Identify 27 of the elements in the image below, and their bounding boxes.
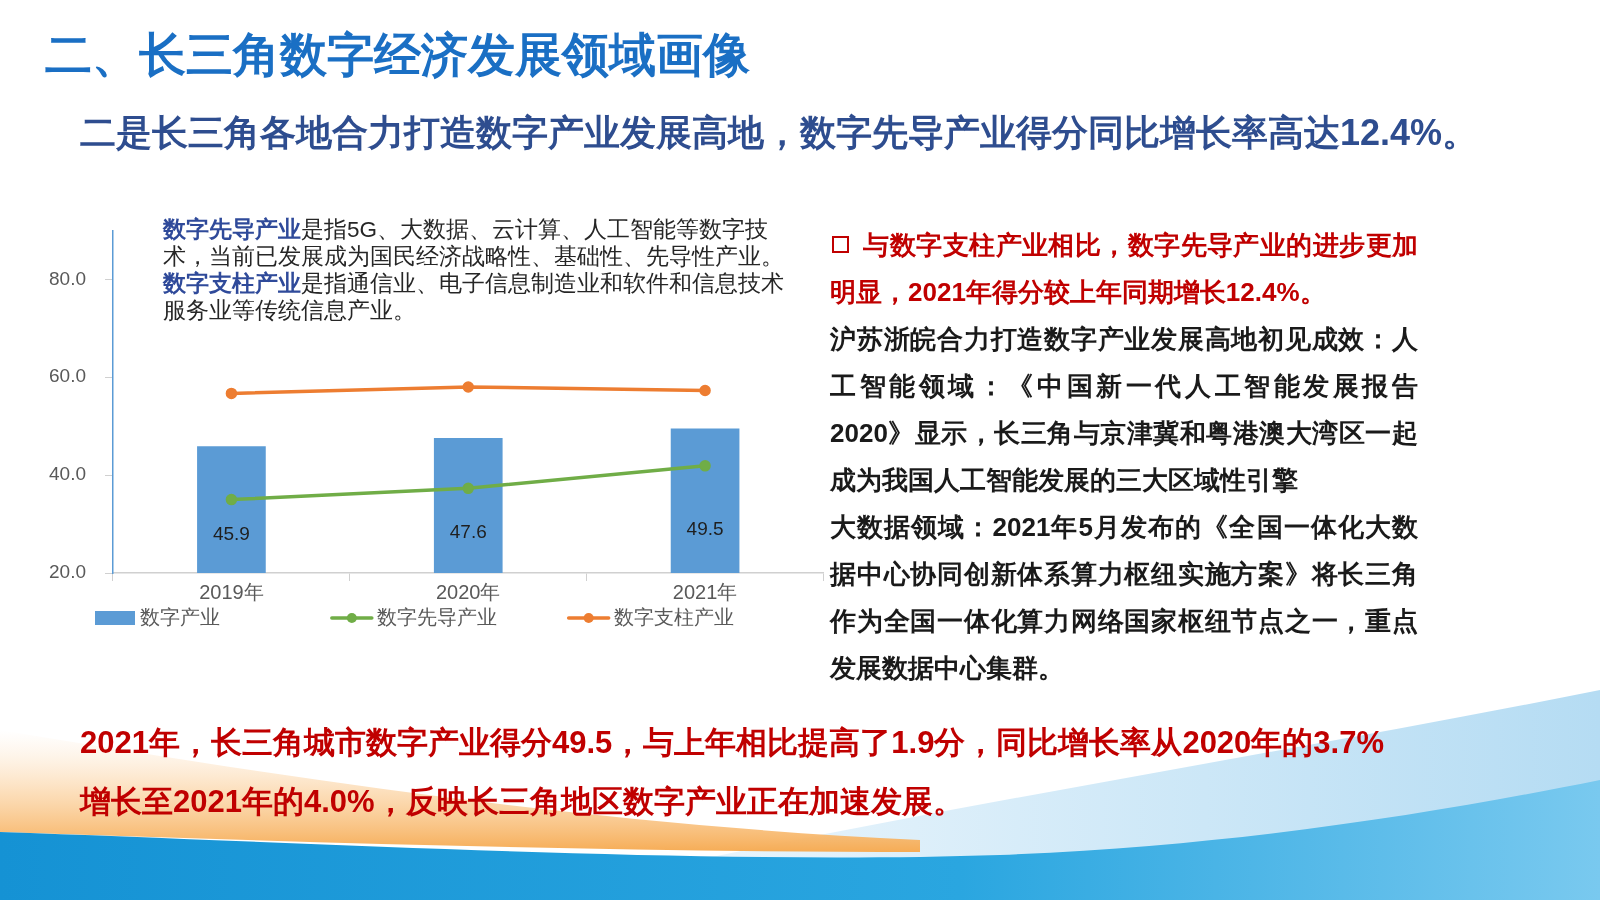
x-tick-label: 2019年 (199, 580, 264, 603)
point (699, 460, 711, 472)
x-tick-label: 2020年 (436, 580, 501, 603)
text: 大数据领域：2021年5月发布的《全国一体化大数据中心协同创新体系算力枢纽实施方案》将长三角作为全国一体化算力网络国家枢纽节点之一，重点发展数据中心集群。 (830, 511, 1418, 685)
y-tick-label: 20.0 (49, 561, 86, 583)
x-tick-label: 2021年 (672, 580, 738, 603)
y-tick-label: 60.0 (49, 365, 86, 387)
legend-label: 数字产业 (140, 605, 220, 628)
data-label: 45.9 (212, 523, 250, 545)
point (462, 482, 474, 495)
legend-label: 数字先导产业 (376, 605, 497, 628)
annotation: 数字先导产业是指5G、大数据、云计算、人工智能等数字技术，当前已发展成为国民经济战略性、基础性、先导性产业。 (163, 216, 785, 270)
point (225, 493, 238, 506)
y-tick-label: 40.0 (49, 463, 86, 485)
legend-label: 数字支柱产业 (613, 605, 734, 628)
data-label: 49.5 (686, 517, 724, 539)
data-label: 47.6 (449, 520, 487, 542)
point (462, 381, 474, 393)
y-tick-label: 80.0 (49, 267, 86, 289)
point (225, 387, 238, 400)
annotation: 数字支柱产业是指通信业、电子信息制造业和软件和信息技术服务业等传统信息产业。 (163, 270, 785, 324)
text: 沪苏浙皖合力打造数字产业发展高地初见成效：人工智能领域：《中国新一代人工智能发展报告2020》显示，长三角与京津冀和粤港澳大湾区一起成为我国人工智能发展的三大区域性引擎 (830, 323, 1418, 497)
chart-subtitle: 二是长三角各地合力打造数字产业发展高地，数字先导产业得分同比增长率高达12.4%。 (80, 111, 1479, 155)
text: 与数字支柱产业相比，数字先导产业的进步更加明显，2021年得分较上年同期增长12.4%。 (830, 229, 1418, 309)
chart-title: 二、长三角数字经济发展领域画像 (45, 27, 750, 83)
point (699, 384, 711, 397)
text: 2021年，长三角城市数字产业得分49.5，与上年相比提高了1.9分，同比增长率从2020年的3.7%增长至2021年的4.0%，反映长三角地区数字产业正在加速发展。 (80, 724, 1385, 821)
